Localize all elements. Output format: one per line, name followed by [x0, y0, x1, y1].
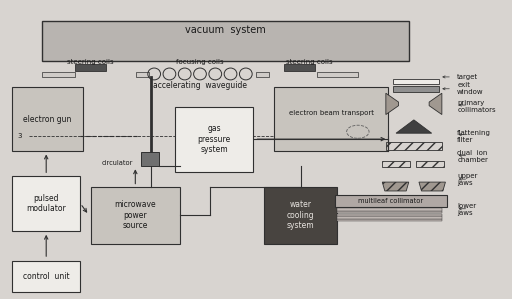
FancyBboxPatch shape	[175, 106, 253, 172]
FancyBboxPatch shape	[394, 86, 439, 92]
FancyBboxPatch shape	[337, 211, 442, 213]
Polygon shape	[419, 182, 445, 191]
FancyBboxPatch shape	[274, 87, 389, 151]
Polygon shape	[429, 93, 442, 115]
FancyBboxPatch shape	[394, 79, 439, 84]
FancyBboxPatch shape	[12, 176, 80, 231]
FancyBboxPatch shape	[337, 216, 442, 219]
Text: steering coils: steering coils	[67, 59, 114, 65]
Text: 3: 3	[17, 133, 22, 139]
Text: electron beam transport: electron beam transport	[289, 110, 374, 116]
Text: accelerating  waveguide: accelerating waveguide	[153, 81, 247, 90]
Text: microwave
power
source: microwave power source	[115, 200, 156, 230]
FancyBboxPatch shape	[337, 208, 442, 210]
FancyBboxPatch shape	[42, 21, 409, 61]
Text: focusing coils: focusing coils	[176, 59, 224, 65]
FancyBboxPatch shape	[284, 64, 314, 71]
FancyBboxPatch shape	[337, 214, 442, 216]
Text: gas
pressure
system: gas pressure system	[198, 124, 231, 154]
Polygon shape	[396, 120, 432, 133]
Polygon shape	[386, 93, 398, 115]
Text: primary
collimators: primary collimators	[457, 100, 496, 113]
Text: electron gun: electron gun	[23, 115, 71, 124]
FancyBboxPatch shape	[337, 219, 442, 221]
Text: flattening
filter: flattening filter	[457, 130, 491, 143]
FancyBboxPatch shape	[141, 152, 159, 166]
Text: vacuum  system: vacuum system	[185, 25, 266, 34]
FancyBboxPatch shape	[335, 195, 447, 207]
Text: exit
window: exit window	[457, 82, 484, 95]
FancyBboxPatch shape	[75, 64, 106, 71]
FancyBboxPatch shape	[42, 71, 75, 77]
Text: pulsed
modulator: pulsed modulator	[26, 194, 66, 213]
FancyBboxPatch shape	[12, 87, 83, 151]
Text: circulator: circulator	[102, 160, 133, 166]
Text: steering coils: steering coils	[286, 59, 333, 65]
FancyBboxPatch shape	[317, 71, 358, 77]
Text: water
cooling
system: water cooling system	[287, 200, 315, 230]
FancyBboxPatch shape	[12, 261, 80, 292]
Polygon shape	[382, 182, 409, 191]
Text: multileaf collimator: multileaf collimator	[358, 198, 423, 204]
Text: lower
jaws: lower jaws	[457, 203, 476, 216]
Text: upper
jaws: upper jaws	[457, 173, 478, 186]
FancyBboxPatch shape	[256, 71, 269, 77]
FancyBboxPatch shape	[91, 187, 180, 244]
Text: control  unit: control unit	[23, 272, 70, 281]
Text: target: target	[457, 74, 478, 80]
FancyBboxPatch shape	[136, 71, 149, 77]
FancyBboxPatch shape	[264, 187, 337, 244]
Text: dual  ion
chamber: dual ion chamber	[457, 150, 488, 163]
